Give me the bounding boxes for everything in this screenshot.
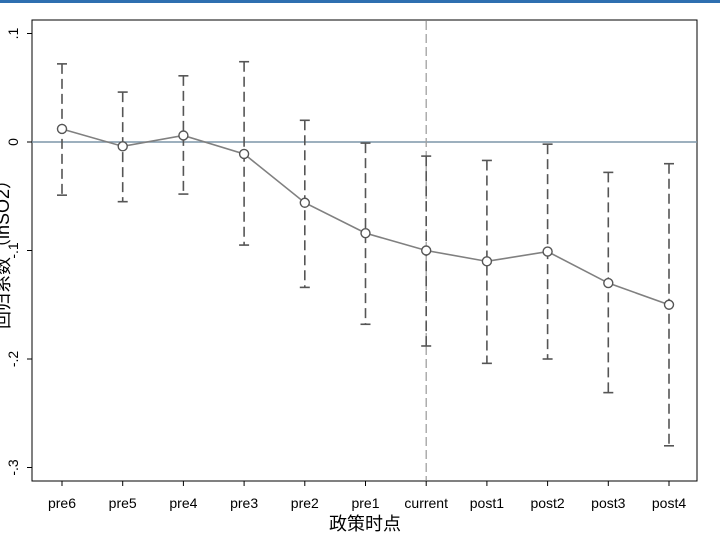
x-tick-label: pre5	[109, 495, 137, 511]
y-tick-label: -.3	[5, 459, 21, 476]
point-post4	[663, 299, 675, 310]
point-pre1	[360, 227, 371, 239]
coefficient-points	[56, 123, 675, 310]
point-post1	[481, 256, 493, 267]
point-pre5	[117, 141, 128, 152]
x-tick-label: pre1	[351, 495, 379, 511]
x-tick-label: post1	[470, 495, 504, 511]
x-tick-label: post4	[652, 495, 686, 511]
point-pre3	[238, 148, 250, 160]
point-pre4	[178, 130, 189, 141]
point-pre6	[56, 123, 68, 135]
point-post2	[542, 246, 553, 257]
point-current	[421, 245, 432, 256]
y-axis-ticks: .1 0 -.1 -.2 -.3	[5, 27, 32, 476]
x-tick-label: post3	[591, 495, 625, 511]
y-tick-label: -.2	[5, 351, 21, 368]
x-tick-label: pre6	[48, 495, 76, 511]
x-tick-label: pre3	[230, 495, 258, 511]
x-tick-label: pre2	[291, 495, 319, 511]
x-tick-label: post2	[530, 495, 564, 511]
plot-frame	[31, 19, 698, 482]
x-tick-label: pre4	[169, 495, 197, 511]
point-post3	[603, 277, 614, 289]
x-tick-label: current	[404, 495, 448, 511]
point-pre2	[299, 197, 310, 208]
x-axis-label: 政策时点	[329, 514, 401, 534]
y-tick-label: .1	[5, 27, 21, 39]
y-axis-label: 回归系数（lnSO2）	[0, 171, 13, 329]
x-axis-ticks: pre6 pre5 pre4 pre3 pre2 pre1 current post1 post…	[48, 481, 686, 511]
y-tick-label: -.1	[5, 242, 21, 259]
window-top-accent	[0, 0, 720, 3]
y-tick-label: 0	[5, 138, 21, 146]
